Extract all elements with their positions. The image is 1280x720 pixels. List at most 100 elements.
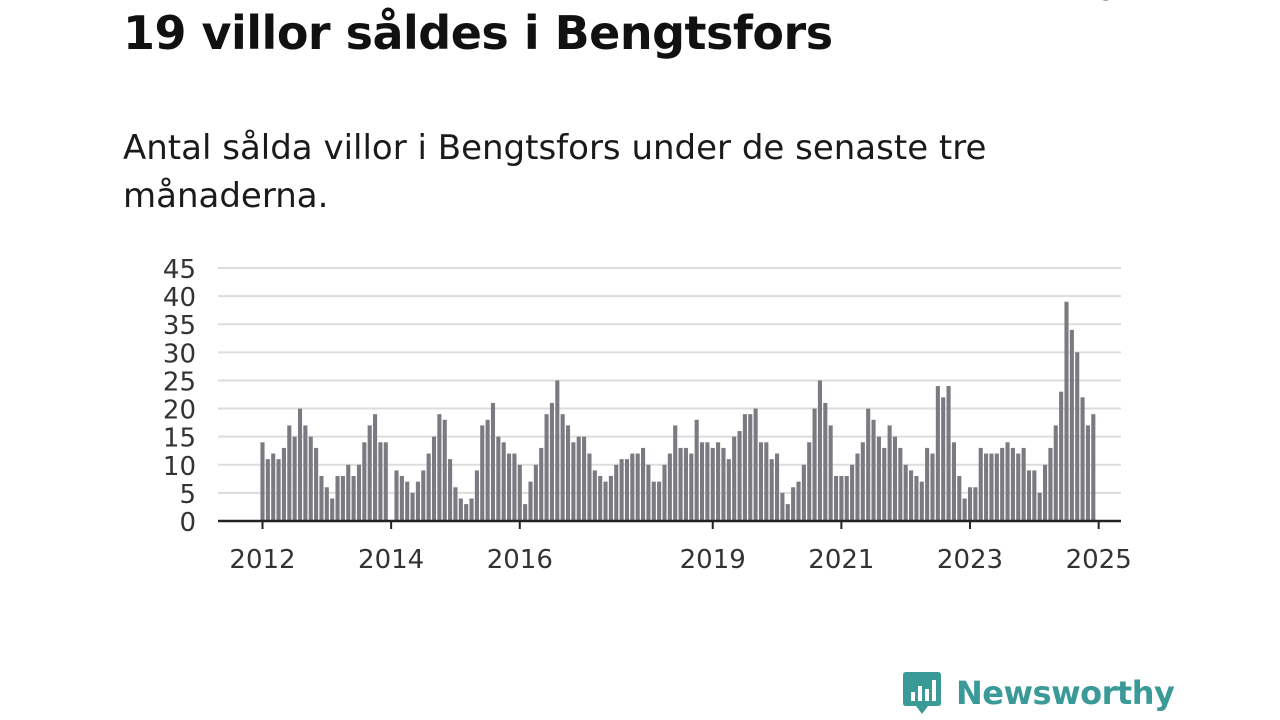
bar (667, 453, 672, 521)
bar (919, 481, 924, 521)
bars (260, 301, 1096, 521)
x-tick-label: 2021 (808, 545, 874, 575)
bar (866, 408, 871, 521)
bar (405, 481, 410, 521)
bar (308, 436, 313, 521)
bar (683, 447, 688, 521)
bar (694, 419, 699, 521)
bar (844, 476, 849, 521)
x-tick-label: 2019 (680, 545, 746, 575)
bar (539, 447, 544, 521)
bar (410, 492, 415, 521)
bar (946, 386, 951, 521)
bar (415, 481, 420, 521)
bar (1026, 470, 1032, 521)
x-axis-ticks: 2012 2014 2016 2019 2021 2023 2025 (229, 521, 1132, 575)
bar (662, 464, 667, 521)
bar (442, 419, 447, 521)
bar (1048, 447, 1053, 521)
bar (882, 447, 887, 521)
bar (641, 447, 646, 521)
y-tick-label: 25 (163, 367, 196, 397)
bar (399, 476, 404, 521)
bar (823, 402, 828, 521)
bar (764, 442, 769, 521)
y-tick-label: 30 (163, 339, 196, 369)
bar (356, 464, 362, 521)
bar (362, 442, 367, 521)
bar (1091, 414, 1096, 521)
bar (646, 464, 651, 521)
bar (1059, 391, 1064, 521)
bar (485, 419, 490, 521)
bar (812, 408, 817, 521)
bar (555, 380, 560, 521)
bar (517, 464, 522, 521)
bar (989, 453, 994, 521)
bar (994, 453, 999, 521)
bar (383, 442, 388, 521)
y-tick-label: 20 (163, 396, 196, 426)
bar (957, 476, 962, 521)
x-tick-label: 2016 (487, 545, 553, 575)
bar (1021, 447, 1026, 521)
bar (544, 414, 549, 521)
bar (775, 453, 780, 521)
bar (448, 459, 453, 521)
bar (1005, 442, 1010, 521)
bar (619, 459, 624, 521)
bar (490, 402, 496, 521)
bar (565, 425, 571, 521)
x-tick-label: 2025 (1066, 545, 1132, 575)
bar (330, 498, 335, 521)
bar (458, 498, 463, 521)
bar (716, 442, 721, 521)
bar (351, 476, 356, 521)
x-tick-label: 2014 (358, 545, 424, 575)
bar (1032, 470, 1037, 521)
bar (748, 414, 753, 521)
bar (287, 425, 292, 521)
bar (587, 453, 592, 521)
bar (437, 414, 442, 521)
bar (1085, 425, 1090, 521)
bar (785, 504, 790, 521)
bar (967, 487, 973, 521)
bar (265, 459, 270, 521)
bar (903, 464, 908, 521)
bar (651, 481, 656, 521)
bar (914, 476, 919, 521)
bar (925, 447, 930, 521)
bar (324, 487, 329, 521)
bar (699, 442, 705, 521)
bar (260, 442, 265, 521)
bar (973, 487, 978, 521)
bar (689, 453, 694, 521)
bar (635, 453, 640, 521)
bar (753, 408, 758, 521)
bar (297, 408, 303, 521)
bar (1075, 352, 1080, 521)
bar (378, 442, 383, 521)
bar (1069, 329, 1074, 521)
bar (426, 453, 431, 521)
bar (276, 459, 281, 521)
bar (421, 470, 426, 521)
bar (828, 425, 833, 521)
bar (314, 447, 319, 521)
bar (507, 453, 512, 521)
bar (898, 447, 903, 521)
bar (1043, 464, 1048, 521)
bar (533, 464, 538, 521)
y-tick-label: 40 (163, 283, 196, 313)
bar (340, 476, 345, 521)
bar (871, 419, 876, 521)
bar (1016, 453, 1021, 521)
bar (571, 442, 576, 521)
bar (791, 487, 796, 521)
bar (941, 397, 946, 521)
bar (930, 453, 935, 521)
bar (1080, 397, 1085, 521)
bar (721, 447, 726, 521)
